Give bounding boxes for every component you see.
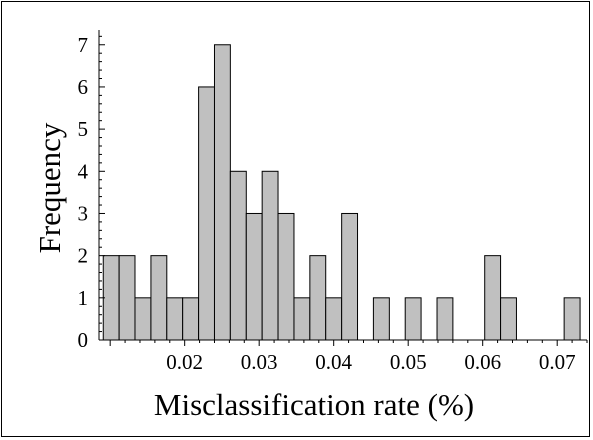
histogram-bar xyxy=(293,297,311,341)
axes: 0 1 2 3 4 5 6 7 0.02 0.03 0.04 0.05 0.06 0.07 xyxy=(78,30,588,374)
y-tick-label: 1 xyxy=(78,286,89,310)
y-tick-label: 6 xyxy=(78,75,89,99)
x-tick-label: 0.02 xyxy=(166,350,203,374)
histogram-bar xyxy=(150,255,168,341)
histogram-bar xyxy=(563,297,581,341)
x-tick-label: 0.03 xyxy=(241,350,278,374)
x-tick-label: 0.04 xyxy=(315,350,352,374)
histogram-bar xyxy=(325,297,343,341)
y-tick-label: 4 xyxy=(78,159,89,183)
histogram-bar xyxy=(436,297,454,341)
histogram-bar xyxy=(198,86,215,341)
histogram-bar xyxy=(134,297,152,341)
histogram-bar xyxy=(229,170,247,341)
histogram-bar xyxy=(404,297,422,341)
y-tick-label: 0 xyxy=(78,328,89,352)
histogram-bar xyxy=(166,297,184,341)
histogram-bar xyxy=(484,255,502,341)
y-axis-title: Frequency xyxy=(32,122,67,253)
histogram-bar xyxy=(182,297,200,341)
histogram-bar xyxy=(118,255,136,341)
histogram-bar xyxy=(213,44,231,341)
x-tick-label: 0.06 xyxy=(464,350,501,374)
y-tick-label: 7 xyxy=(78,33,89,57)
y-axis-ticks: 0 1 2 3 4 5 6 7 xyxy=(78,33,105,352)
histogram-bar xyxy=(372,297,390,341)
histogram-bar xyxy=(245,212,263,341)
y-tick-label: 3 xyxy=(78,201,89,225)
x-axis-ticks: 0.02 0.03 0.04 0.05 0.06 0.07 xyxy=(109,340,588,374)
histogram-bars xyxy=(102,44,581,341)
histogram-bar xyxy=(500,297,517,341)
y-tick-label: 2 xyxy=(78,244,89,268)
x-tick-label: 0.07 xyxy=(539,350,576,374)
x-axis-title: Misclassification rate (%) xyxy=(154,387,474,422)
histogram-bar xyxy=(341,212,359,341)
y-tick-label: 5 xyxy=(78,117,89,141)
x-tick-label: 0.05 xyxy=(390,350,427,374)
histogram-bar xyxy=(309,255,327,341)
histogram-bar xyxy=(261,170,279,341)
histogram-bar xyxy=(277,212,295,341)
histogram-bar xyxy=(102,255,120,341)
